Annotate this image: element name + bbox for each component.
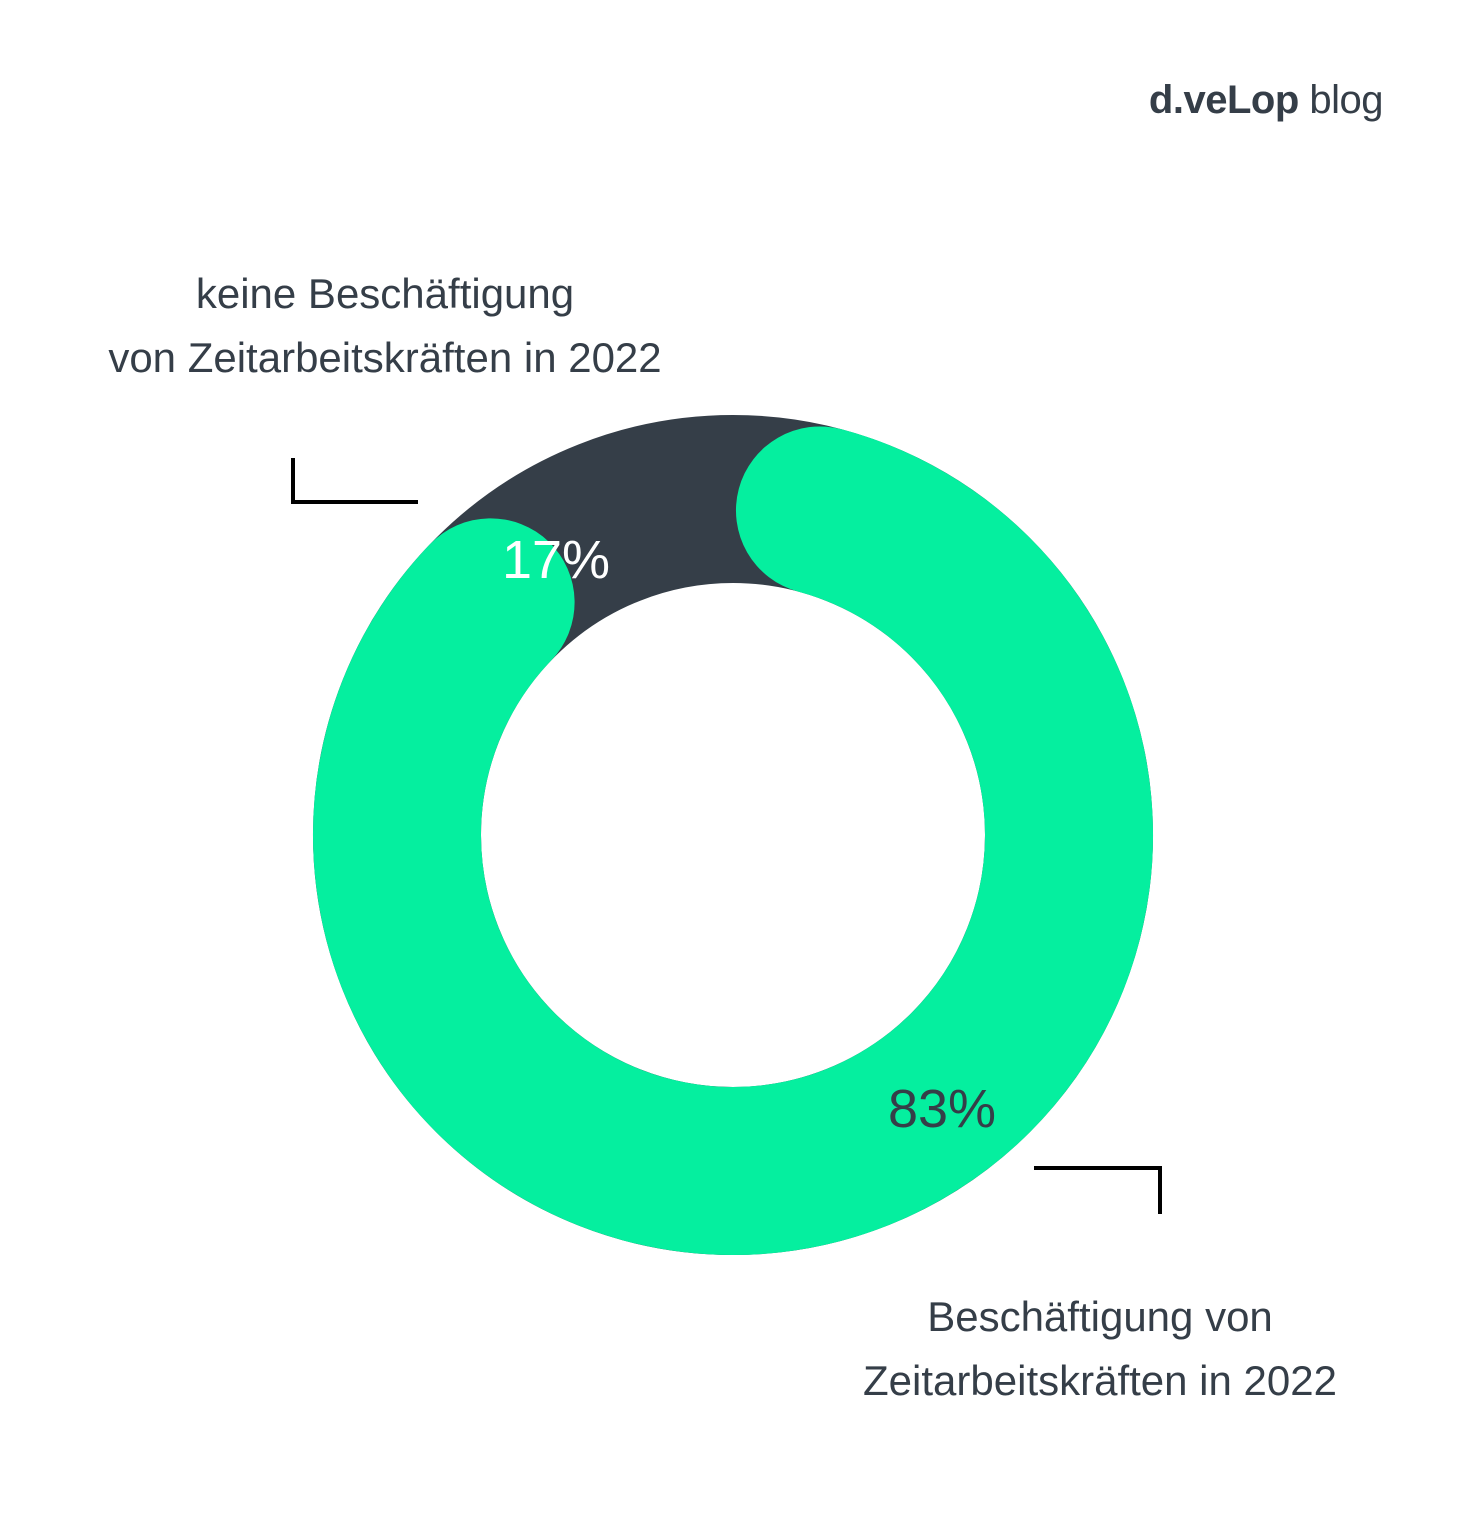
brand-suffix: blog: [1309, 78, 1383, 122]
connector-right: [1034, 1166, 1162, 1214]
category-label-primary-line1: Beschäftigung von: [927, 1293, 1273, 1340]
category-label-primary: Beschäftigung von Zeitarbeitskräften in …: [780, 1285, 1420, 1413]
category-label-secondary-line1: keine Beschäftigung: [195, 270, 575, 317]
category-label-secondary-line2: von Zeitarbeitskräften in 2022: [108, 334, 662, 381]
value-label-secondary: 17%: [502, 530, 610, 590]
brand-logo: d.veLop blog: [1148, 76, 1384, 124]
category-label-secondary: keine Beschäftigung von Zeitarbeitskräft…: [40, 262, 730, 390]
donut-segment-primary: [313, 415, 1153, 1255]
value-label-primary: 83%: [888, 1079, 996, 1139]
connector-lines: [291, 458, 1162, 1214]
brand-name: d.veLop: [1148, 78, 1299, 122]
category-label-primary-line2: Zeitarbeitskräften in 2022: [863, 1357, 1337, 1404]
donut-ring: [313, 415, 1153, 1255]
connector-left: [291, 458, 418, 504]
